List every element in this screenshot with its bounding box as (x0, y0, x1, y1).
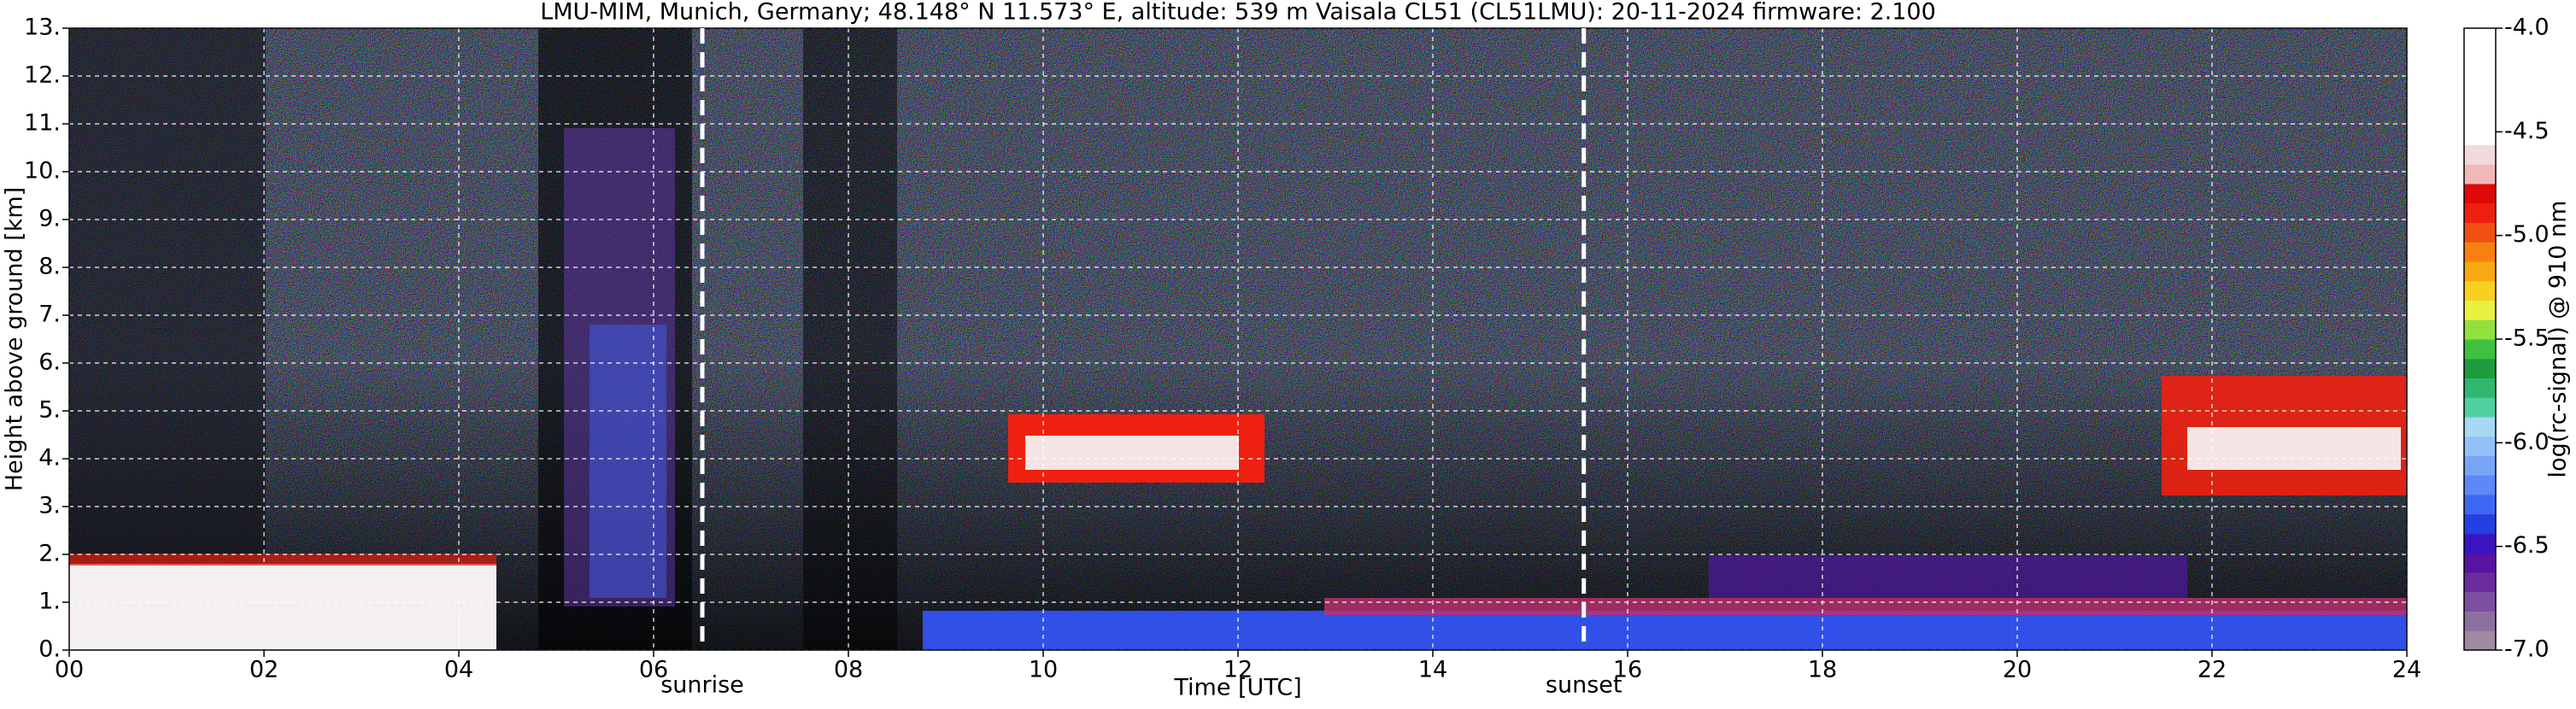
colorbar-segment (2464, 611, 2496, 631)
colorbar-segment (2464, 242, 2496, 262)
colorbar-segment (2464, 47, 2496, 67)
x-tick-label: 10 (1029, 657, 1058, 683)
colorbar-segment (2464, 261, 2496, 282)
y-tick-label: 9. (38, 206, 61, 232)
x-tick-label: 08 (834, 657, 863, 683)
colorbar-segment (2464, 495, 2496, 515)
colorbar-tick-label: -6.5 (2504, 532, 2550, 559)
x-tick-label: 22 (2198, 657, 2227, 683)
y-tick-label: 13. (24, 15, 61, 41)
annotation-label: sunrise (660, 672, 744, 699)
colorbar-segment (2464, 86, 2496, 107)
colorbar-segment (2464, 67, 2496, 87)
y-tick-label: 12. (24, 62, 61, 89)
colorbar-segment (2464, 300, 2496, 320)
y-tick-label: 3. (38, 493, 61, 519)
x-tick-label: 12 (1223, 657, 1253, 683)
colorbar-segment (2464, 184, 2496, 204)
colorbar-tick-label: -7.0 (2504, 636, 2550, 663)
colorbar-segment (2464, 378, 2496, 398)
y-tick-label: 7. (38, 302, 61, 328)
y-tick-label: 11. (24, 110, 61, 137)
y-tick-label: 5. (38, 397, 61, 424)
colorbar-tick-label: -4.0 (2504, 15, 2550, 41)
colorbar-segment (2464, 164, 2496, 185)
x-tick-label: 04 (444, 657, 473, 683)
colorbar-tick-label: -5.5 (2504, 325, 2550, 352)
colorbar-segment (2464, 417, 2496, 437)
colorbar-segment (2464, 319, 2496, 340)
x-tick-label: 00 (55, 657, 84, 683)
y-axis-label: Height above ground [km] (2, 187, 28, 491)
y-tick-label: 10. (24, 158, 61, 185)
y-tick-label: 4. (38, 445, 61, 472)
colorbar-segment (2464, 455, 2496, 476)
colorbar-segment (2464, 222, 2496, 243)
colorbar-segment (2464, 125, 2496, 145)
colorbar-segment (2464, 436, 2496, 456)
y-tick-label: 1. (38, 589, 61, 615)
annotation-label: sunset (1546, 672, 1622, 699)
colorbar-segment (2464, 339, 2496, 360)
y-tick-label: 8. (38, 254, 61, 280)
x-tick-label: 14 (1418, 657, 1447, 683)
colorbar-tick-label: -6.0 (2504, 429, 2550, 455)
colorbar-segment (2464, 591, 2496, 612)
colorbar-segment (2464, 397, 2496, 418)
colorbar-segment (2464, 106, 2496, 126)
colorbar-segment (2464, 475, 2496, 495)
colorbar-segment (2464, 572, 2496, 593)
colorbar-tick-label: -4.5 (2504, 118, 2550, 144)
colorbar-segment (2464, 513, 2496, 534)
y-tick-label: 6. (38, 349, 61, 376)
colorbar-segment (2464, 280, 2496, 301)
x-tick-label: 24 (2392, 657, 2421, 683)
x-tick-label: 20 (2003, 657, 2032, 683)
colorbar-segment (2464, 202, 2496, 223)
colorbar-segment (2464, 144, 2496, 165)
colorbar-tick-label: -5.0 (2504, 221, 2550, 248)
x-tick-label: 06 (639, 657, 668, 683)
colorbar-label: log(rc-signal) @ 910 nm (2545, 201, 2572, 478)
colorbar-segment (2464, 28, 2496, 49)
y-tick-label: 0. (38, 636, 61, 663)
x-tick-label: 02 (249, 657, 279, 683)
x-axis-label: Time [UTC] (1173, 675, 1301, 701)
colorbar-segment (2464, 358, 2496, 378)
colorbar-segment (2464, 553, 2496, 573)
chart-title: LMU-MIM, Munich, Germany; 48.148° N 11.5… (540, 0, 1936, 26)
plot-frame (68, 27, 2408, 651)
x-tick-label: 18 (1808, 657, 1837, 683)
x-tick-label: 16 (1613, 657, 1642, 683)
y-tick-label: 2. (38, 541, 61, 567)
colorbar-segment (2464, 533, 2496, 554)
colorbar-segment (2464, 630, 2496, 651)
